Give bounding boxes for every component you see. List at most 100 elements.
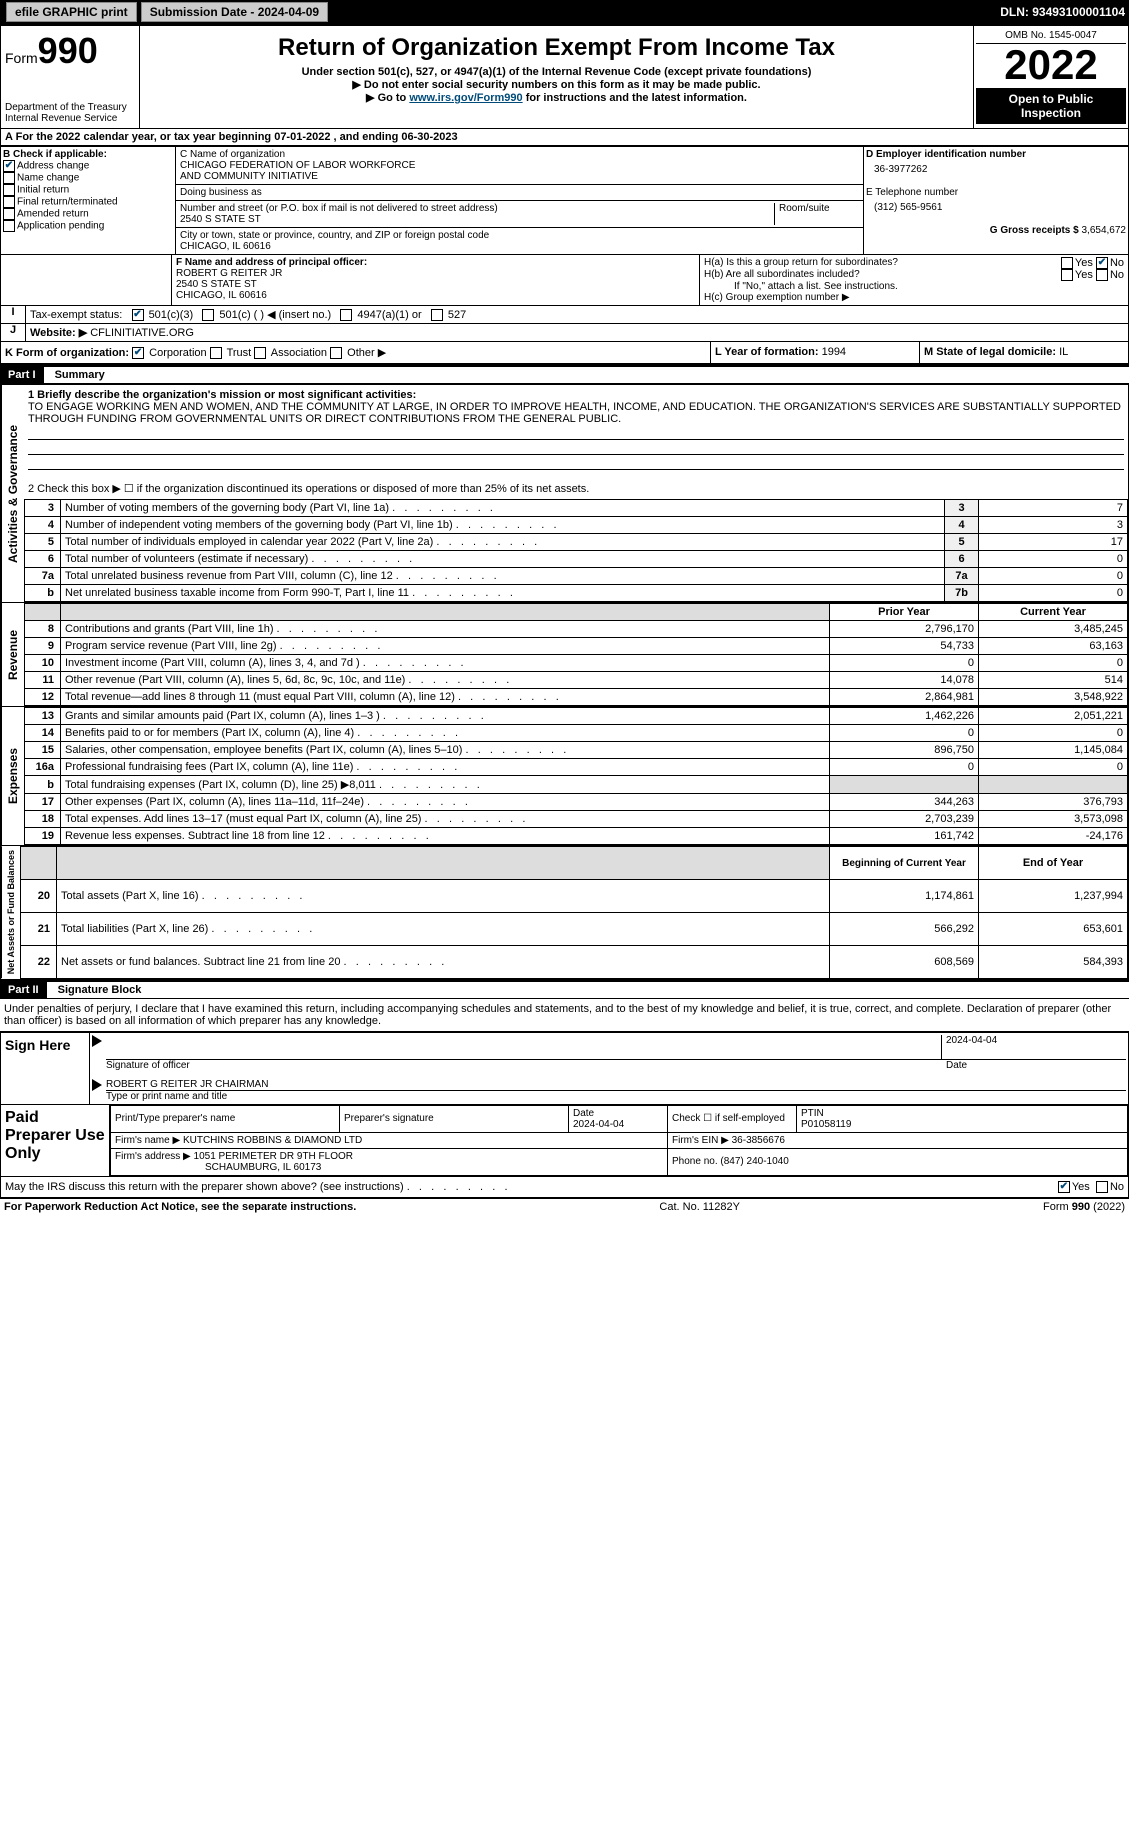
- q1: 1 Briefly describe the organization's mi…: [28, 389, 1124, 401]
- final-check[interactable]: [3, 196, 15, 208]
- firm-addr2: SCHAUMBURG, IL 60173: [115, 1162, 321, 1173]
- box-f: F Name and address of principal officer:…: [172, 255, 700, 305]
- pending-check[interactable]: [3, 220, 15, 232]
- hb-yes[interactable]: [1061, 269, 1073, 281]
- prep-sig-label: Preparer's signature: [340, 1105, 569, 1132]
- discuss-label: May the IRS discuss this return with the…: [5, 1181, 404, 1193]
- ha-label: H(a) Is this a group return for subordin…: [704, 257, 898, 269]
- officer-city: CHICAGO, IL 60616: [176, 290, 695, 301]
- current-val: 2,051,221: [979, 708, 1128, 725]
- addr-change: Address change: [17, 161, 89, 172]
- discuss-no[interactable]: [1096, 1181, 1108, 1193]
- city-label: City or town, state or province, country…: [180, 230, 859, 241]
- sign-here: Sign Here: [1, 1033, 90, 1104]
- begin-val: 608,569: [830, 945, 979, 978]
- line-text: Program service revenue (Part VIII, line…: [61, 638, 830, 655]
- ha-yes[interactable]: [1061, 257, 1073, 269]
- line-text: Grants and similar amounts paid (Part IX…: [61, 708, 830, 725]
- org-name1: CHICAGO FEDERATION OF LABOR WORKFORCE: [180, 160, 859, 171]
- addr-change-check[interactable]: [3, 160, 15, 172]
- prior-val: 0: [830, 725, 979, 742]
- current-header: Current Year: [979, 604, 1128, 621]
- firm-ein: 36-3856676: [732, 1135, 785, 1146]
- current-val: 514: [979, 672, 1128, 689]
- discuss-yes[interactable]: [1058, 1181, 1070, 1193]
- note2-post: for instructions and the latest informat…: [523, 92, 747, 104]
- begin-val: 566,292: [830, 912, 979, 945]
- yes1: Yes: [1075, 257, 1093, 269]
- line-num: 8: [25, 621, 61, 638]
- corp-check[interactable]: [132, 347, 144, 359]
- current-val: 63,163: [979, 638, 1128, 655]
- hb-no[interactable]: [1096, 269, 1108, 281]
- form-number: 990: [38, 30, 98, 71]
- current-val: 376,793: [979, 794, 1128, 811]
- year-box: OMB No. 1545-0047 2022 Open to Public In…: [973, 26, 1128, 128]
- line-num: 9: [25, 638, 61, 655]
- current-val: 0: [979, 725, 1128, 742]
- blank: [25, 604, 61, 621]
- part1-title: Summary: [47, 369, 105, 381]
- phone-label: E Telephone number: [866, 187, 1126, 198]
- tax-status-label: Tax-exempt status:: [30, 309, 122, 321]
- subtitle: Under section 501(c), 527, or 4947(a)(1)…: [144, 66, 969, 78]
- hb-note: If "No," attach a list. See instructions…: [704, 281, 1124, 292]
- self-emp: Check ☐ if self-employed: [668, 1105, 797, 1132]
- final-return: Final return/terminated: [17, 197, 118, 208]
- line-box: 7a: [945, 568, 979, 585]
- ha-no[interactable]: [1096, 257, 1108, 269]
- officer-name: ROBERT G REITER JR: [176, 268, 695, 279]
- klm-row: K Form of organization: Corporation Trus…: [0, 342, 1129, 365]
- trust-check[interactable]: [210, 347, 222, 359]
- 527-check[interactable]: [431, 309, 443, 321]
- 501c-check[interactable]: [202, 309, 214, 321]
- open-public: Open to Public Inspection: [976, 88, 1126, 124]
- declaration: Under penalties of perjury, I declare th…: [0, 999, 1129, 1031]
- line-text: Other revenue (Part VIII, column (A), li…: [61, 672, 830, 689]
- hb-yn: Yes No: [1061, 269, 1124, 281]
- net-block: Net Assets or Fund Balances Beginning of…: [0, 846, 1129, 979]
- prior-val: 896,750: [830, 742, 979, 759]
- firm-addr-label: Firm's address ▶: [115, 1151, 191, 1162]
- room-label: Room/suite: [774, 203, 859, 225]
- 4947-check[interactable]: [340, 309, 352, 321]
- revenue-block: Revenue Prior Year Current Year8 Contrib…: [0, 603, 1129, 707]
- line-text: Net unrelated business taxable income fr…: [61, 585, 945, 602]
- 501c3-check[interactable]: [132, 309, 144, 321]
- footer: For Paperwork Reduction Act Notice, see …: [0, 1198, 1129, 1215]
- arrow-icon2: [92, 1079, 102, 1091]
- title-box: Return of Organization Exempt From Incom…: [140, 26, 973, 128]
- ein-label: D Employer identification number: [866, 149, 1126, 160]
- line-num: 16a: [25, 759, 61, 776]
- line-text: Other expenses (Part IX, column (A), lin…: [61, 794, 830, 811]
- sig-date: 2024-04-04: [941, 1035, 1126, 1060]
- initial-check[interactable]: [3, 184, 15, 196]
- officer-addr: 2540 S STATE ST: [176, 279, 695, 290]
- prior-val: 54,733: [830, 638, 979, 655]
- firm-name: KUTCHINS ROBBINS & DIAMOND LTD: [183, 1135, 362, 1146]
- begin-header: Beginning of Current Year: [830, 847, 979, 880]
- assoc-check[interactable]: [254, 347, 266, 359]
- part2-header: Part II Signature Block: [0, 980, 1129, 999]
- prep-phone: (847) 240-1040: [720, 1156, 788, 1167]
- line-text: Contributions and grants (Part VIII, lin…: [61, 621, 830, 638]
- rev-side: Revenue: [1, 603, 24, 706]
- street-label: Number and street (or P.O. box if mail i…: [180, 203, 774, 214]
- line-num: 7a: [25, 568, 61, 585]
- yes3: Yes: [1072, 1181, 1090, 1193]
- discuss-row: May the IRS discuss this return with the…: [0, 1177, 1129, 1198]
- line-num: 22: [21, 945, 57, 978]
- type-name-label: Type or print name and title: [92, 1091, 1126, 1102]
- form-l-label: L Year of formation:: [715, 346, 819, 358]
- line-text: Total number of individuals employed in …: [61, 534, 945, 551]
- 527: 527: [448, 309, 466, 321]
- other-check[interactable]: [330, 347, 342, 359]
- line-num: 3: [25, 500, 61, 517]
- sign-block: Sign Here 2024-04-04 Signature of office…: [0, 1031, 1129, 1105]
- prior-val: [830, 776, 979, 794]
- current-val: 3,548,922: [979, 689, 1128, 706]
- name-change-check[interactable]: [3, 172, 15, 184]
- irs-link[interactable]: www.irs.gov/Form990: [409, 92, 522, 104]
- prep-table: Print/Type preparer's name Preparer's si…: [110, 1105, 1128, 1176]
- amended-check[interactable]: [3, 208, 15, 220]
